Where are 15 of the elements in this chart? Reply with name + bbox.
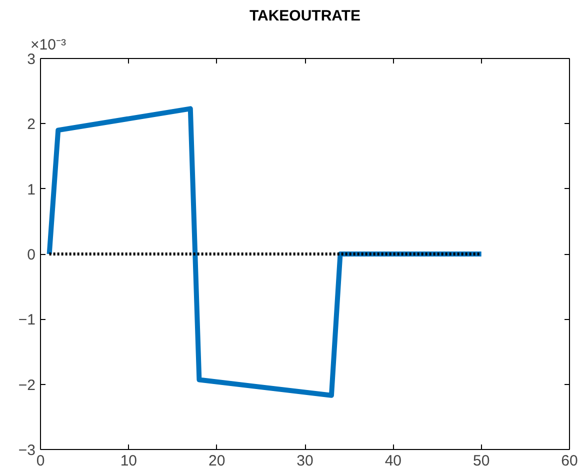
y-tick-label: −1 <box>18 312 36 329</box>
x-tick-label: 60 <box>561 452 578 468</box>
y-tick-label: 1 <box>27 181 36 198</box>
x-tick-label: 50 <box>472 452 490 468</box>
chart-title: TAKEOUTRATE <box>249 8 361 24</box>
y-tick-label: 3 <box>27 51 36 68</box>
x-tick-label: 10 <box>120 452 138 468</box>
x-tick-label: 40 <box>384 452 402 468</box>
y-tick-label: −3 <box>18 442 36 459</box>
y-tick-label: 2 <box>27 116 36 134</box>
y-tick-label: 0 <box>27 246 36 264</box>
x-tick-label: 30 <box>296 452 314 468</box>
text: ×10⁻³ <box>30 36 66 54</box>
x-tick-label: 20 <box>208 452 226 468</box>
y-tick-label: −2 <box>18 376 36 394</box>
